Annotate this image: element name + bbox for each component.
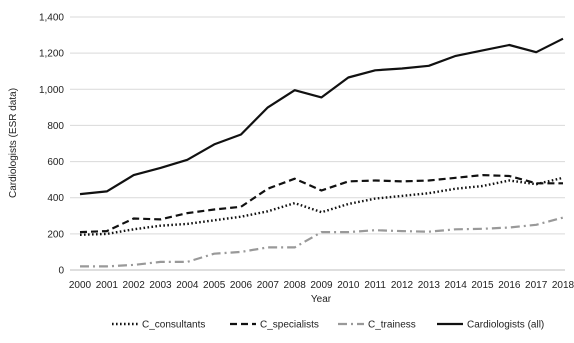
y-axis-title: Cardiologists (ESR data) [8,88,19,198]
x-tick-label: 2007 [257,280,280,291]
series-line-c-consultants [79,176,564,236]
legend-label: C_trainess [368,320,416,331]
x-tick-label: 2003 [149,280,172,291]
x-tick-label: 2016 [498,280,521,291]
x-tick-label: 2011 [364,280,386,291]
x-tick-label: 2001 [96,280,119,291]
series-lines [79,37,564,268]
x-tick-label: 2010 [337,280,360,291]
gridlines [70,16,565,271]
legend: C_consultants C_specialists C_trainess Card… [112,320,544,331]
y-tick-label: 600 [47,157,64,168]
x-tick-label: 2017 [525,280,548,291]
x-tick-label: 2006 [230,280,253,291]
y-tick-label: 0 [58,266,64,277]
x-tick-label: 2004 [176,280,199,291]
x-axis-title: Year [311,294,332,305]
legend-label: Cardiologists (all) [467,320,544,331]
y-tick-label: 800 [47,121,64,132]
axes: 0 200 400 600 800 1,000 1,200 1,400 2000 2001 2002… [39,13,574,292]
x-tick-label: 2002 [123,280,146,291]
series-line-c-trainess [80,216,564,268]
x-tick-label: 2000 [69,280,92,291]
series-line-c-specialists [79,174,563,234]
x-tick-label: 2014 [445,280,468,291]
x-tick-label: 2012 [391,280,414,291]
x-tick-label: 2005 [203,280,226,291]
y-tick-label: 1,000 [39,85,64,96]
legend-label: C_specialists [260,320,319,331]
y-tick-label: 200 [47,229,64,240]
y-tick-label: 400 [47,193,64,204]
x-tick-label: 2018 [552,280,574,291]
x-tick-label: 2009 [310,280,333,291]
series-line-cardiologists-all [79,37,564,196]
x-tick-label: 2015 [471,280,494,291]
legend-label: C_consultants [142,320,205,331]
y-tick-label: 1,200 [39,49,64,60]
x-tick-label: 2008 [284,280,307,291]
y-tick-label: 1,400 [39,13,64,24]
x-tick-label: 2013 [418,280,441,291]
